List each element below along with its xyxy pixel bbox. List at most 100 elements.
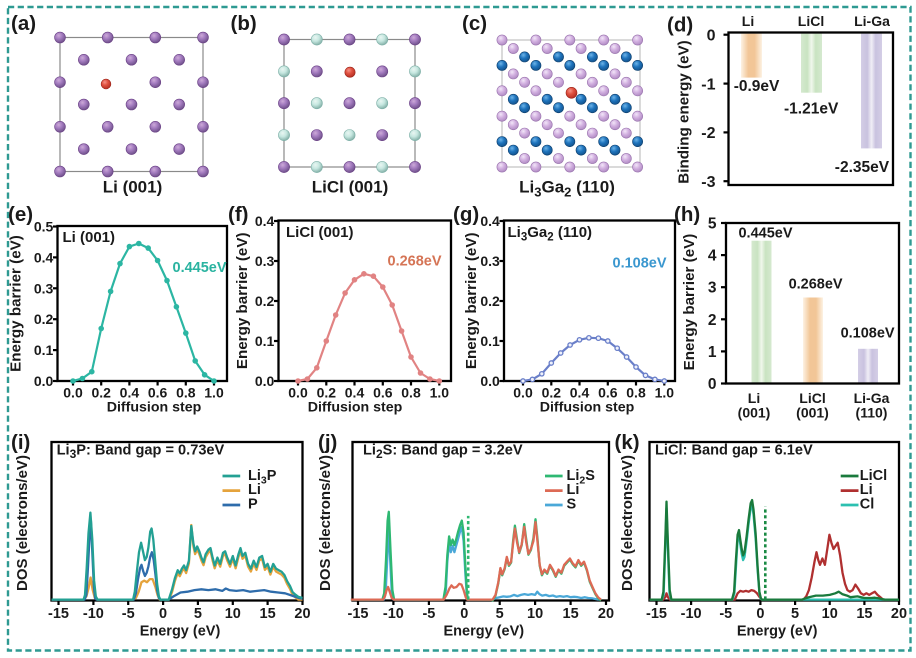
svg-text:-15: -15	[348, 606, 369, 622]
svg-text:0.0: 0.0	[480, 373, 500, 389]
svg-text:Diffusion step: Diffusion step	[107, 400, 202, 416]
svg-text:0.108eV: 0.108eV	[841, 326, 895, 342]
svg-text:0.6: 0.6	[373, 385, 393, 401]
svg-text:(h): (h)	[674, 203, 700, 226]
svg-text:(b): (b)	[231, 12, 257, 35]
svg-text:0.3: 0.3	[480, 253, 500, 269]
svg-text:Li3P: Band gap = 0.73eV: Li3P: Band gap = 0.73eV	[57, 443, 225, 462]
svg-text:0.0: 0.0	[34, 373, 54, 389]
svg-text:15: 15	[563, 606, 579, 622]
svg-text:1.0: 1.0	[655, 385, 675, 401]
svg-text:0.2: 0.2	[480, 293, 500, 309]
svg-text:-2.35eV: -2.35eV	[835, 159, 890, 176]
svg-text:0.445eV: 0.445eV	[738, 225, 792, 241]
svg-text:-10: -10	[383, 606, 404, 622]
svg-text:0.0: 0.0	[63, 385, 83, 401]
svg-text:Li: Li	[742, 13, 754, 29]
svg-text:10: 10	[225, 606, 241, 622]
svg-text:0.2: 0.2	[542, 385, 562, 401]
svg-text:P: P	[248, 497, 258, 513]
svg-text:Energy barrier (eV): Energy barrier (eV)	[234, 232, 251, 369]
svg-text:0.0: 0.0	[513, 385, 533, 401]
svg-text:10: 10	[822, 606, 838, 622]
svg-text:(i): (i)	[11, 431, 30, 454]
svg-text:0.4: 0.4	[480, 213, 500, 229]
svg-text:(d): (d)	[667, 14, 693, 37]
svg-text:-10: -10	[681, 606, 702, 622]
svg-text:0.3: 0.3	[34, 280, 54, 296]
svg-text:-5: -5	[422, 606, 435, 622]
svg-text:2: 2	[708, 312, 717, 329]
svg-text:0.2: 0.2	[34, 311, 54, 327]
svg-text:Cl: Cl	[860, 497, 875, 513]
svg-text:Li3Ga2 (110): Li3Ga2 (110)	[519, 178, 615, 200]
svg-text:0.8: 0.8	[176, 385, 196, 401]
svg-text:0: 0	[159, 606, 167, 622]
svg-text:Energy (eV): Energy (eV)	[737, 624, 818, 640]
svg-text:LiCl (001): LiCl (001)	[286, 224, 354, 241]
svg-text:LiCl: LiCl	[860, 468, 887, 484]
svg-text:DOS (electrons/eV): DOS (electrons/eV)	[619, 455, 636, 591]
svg-text:3: 3	[708, 280, 717, 297]
svg-text:LiCl (001): LiCl (001)	[312, 178, 389, 197]
svg-text:5: 5	[194, 606, 202, 622]
svg-text:LiCl: LiCl	[799, 390, 825, 406]
svg-text:Li: Li	[567, 482, 580, 498]
svg-text:Li: Li	[860, 482, 873, 498]
svg-text:20: 20	[294, 606, 310, 622]
svg-text:0.2: 0.2	[255, 293, 275, 309]
svg-text:20: 20	[891, 606, 907, 622]
svg-text:0: 0	[756, 606, 764, 622]
svg-text:-15: -15	[646, 606, 667, 622]
svg-text:0: 0	[460, 606, 468, 622]
svg-text:20: 20	[598, 606, 614, 622]
svg-text:0.3: 0.3	[255, 253, 275, 269]
svg-text:Li (001): Li (001)	[63, 229, 116, 246]
svg-text:0.6: 0.6	[148, 385, 168, 401]
svg-text:DOS (electrons/eV): DOS (electrons/eV)	[317, 455, 334, 591]
svg-text:1.0: 1.0	[204, 385, 224, 401]
svg-text:0: 0	[708, 376, 717, 393]
svg-text:(110): (110)	[856, 405, 888, 421]
svg-text:(c): (c)	[462, 12, 487, 35]
svg-text:0.4: 0.4	[570, 385, 590, 401]
svg-text:-1: -1	[701, 76, 715, 93]
svg-text:0.1: 0.1	[34, 342, 54, 358]
svg-text:Li2S: Li2S	[567, 468, 596, 487]
svg-text:Binding energy (eV): Binding energy (eV)	[675, 40, 692, 183]
svg-text:-0.9eV: -0.9eV	[734, 78, 780, 95]
svg-text:(k): (k)	[615, 431, 640, 454]
svg-text:Li: Li	[748, 390, 760, 406]
svg-text:(a): (a)	[11, 12, 36, 35]
svg-text:15: 15	[856, 606, 872, 622]
svg-text:5: 5	[496, 606, 504, 622]
svg-text:(f): (f)	[228, 203, 248, 226]
svg-text:-15: -15	[48, 606, 69, 622]
svg-text:Li: Li	[248, 482, 261, 498]
svg-text:(j): (j)	[318, 431, 337, 454]
svg-text:-5: -5	[719, 606, 732, 622]
svg-text:0.5: 0.5	[34, 219, 54, 235]
svg-text:(001): (001)	[738, 405, 771, 421]
svg-text:0.4: 0.4	[34, 249, 54, 265]
svg-text:0.268eV: 0.268eV	[789, 276, 843, 292]
svg-text:1: 1	[708, 344, 717, 361]
svg-text:Li (001): Li (001)	[103, 178, 163, 197]
svg-text:0.0: 0.0	[288, 385, 308, 401]
svg-text:Li3P: Li3P	[248, 468, 277, 487]
svg-text:S: S	[567, 497, 577, 513]
svg-text:LiCl: LiCl	[798, 13, 824, 29]
svg-text:0.2: 0.2	[91, 385, 111, 401]
svg-text:-3: -3	[701, 174, 715, 191]
svg-text:0: 0	[707, 27, 716, 44]
svg-text:(001): (001)	[796, 405, 829, 421]
svg-text:Energy barrier (eV): Energy barrier (eV)	[463, 232, 480, 369]
svg-text:Li-Ga: Li-Ga	[854, 13, 890, 29]
svg-text:0.4: 0.4	[255, 213, 275, 229]
svg-text:4: 4	[708, 248, 717, 265]
svg-text:0.8: 0.8	[401, 385, 421, 401]
svg-text:0.268eV: 0.268eV	[388, 254, 442, 270]
svg-text:LiCl: Band gap = 6.1eV: LiCl: Band gap = 6.1eV	[655, 443, 813, 459]
svg-text:1.0: 1.0	[430, 385, 450, 401]
svg-text:Energy (eV): Energy (eV)	[140, 624, 221, 640]
